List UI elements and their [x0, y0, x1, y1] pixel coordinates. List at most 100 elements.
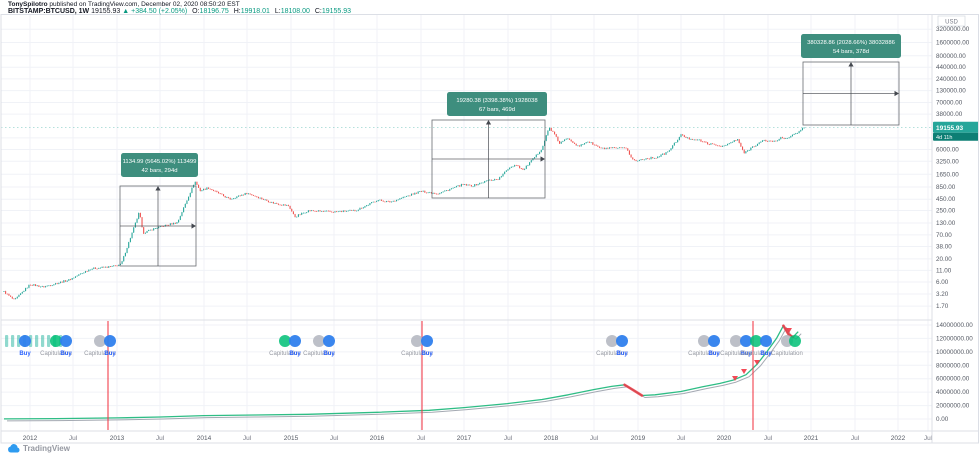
candle-body	[590, 142, 592, 144]
candle-body	[705, 141, 707, 143]
range-label-line1: 19280.38 (3398.38%) 1928038	[456, 98, 538, 104]
candle-body	[262, 199, 265, 200]
candle-body	[545, 135, 547, 141]
candle-body	[356, 210, 358, 212]
month-tick-label: Jul	[69, 435, 78, 442]
candle-body	[381, 199, 383, 201]
candle-body	[527, 165, 529, 166]
candle-body	[489, 179, 491, 181]
price-range-drawing[interactable]: 1134.99 (5645.02%) 113499 42 bars, 294d	[119, 153, 198, 267]
candle-body	[743, 149, 745, 154]
candle-body	[156, 228, 158, 229]
candle-body	[141, 217, 143, 228]
candle-body	[740, 143, 742, 147]
candle-body	[386, 201, 388, 202]
candle-body	[495, 179, 497, 180]
tradingview-logo[interactable]: TradingView	[7, 444, 70, 453]
candle-body	[16, 296, 18, 299]
price-axis[interactable]: USD 1600000.00 800000.00 440000.00 240000.00…	[933, 15, 979, 423]
price-range-drawing[interactable]: 19280.38 (3398.38%) 1928038 67 bars, 469d	[431, 92, 547, 199]
close-value: 19155.93	[321, 8, 352, 15]
candle-body	[74, 276, 77, 278]
candle-body	[188, 196, 190, 201]
candle-body	[33, 284, 35, 286]
candle-body	[605, 148, 607, 149]
candle-body	[66, 280, 68, 282]
candle-body	[294, 214, 296, 218]
candle-body	[326, 210, 328, 212]
candle-body	[171, 223, 173, 225]
candle-body	[803, 127, 805, 129]
capitulation-signal-dot	[730, 335, 742, 347]
candle-body	[771, 140, 774, 142]
candle-body	[59, 281, 62, 283]
candle-body	[662, 153, 664, 155]
candle-body	[304, 212, 306, 214]
year-tick-label: 2015	[284, 435, 299, 442]
candle-body	[361, 207, 363, 209]
candle-body	[61, 281, 63, 283]
candle-body	[203, 188, 205, 191]
year-tick-label: 2017	[457, 435, 472, 442]
candle-body	[796, 133, 798, 134]
candle-body	[593, 144, 596, 146]
candle-body	[756, 143, 759, 146]
range-label[interactable]	[447, 92, 547, 116]
candle-body	[768, 140, 770, 142]
hatch-band-stripe	[47, 335, 51, 347]
candle-body	[194, 181, 196, 185]
year-tick-label: 2014	[197, 435, 212, 442]
candle-body	[632, 157, 634, 160]
candle-body	[733, 140, 735, 142]
candle-body	[620, 147, 622, 149]
candle-body	[613, 147, 616, 149]
candle-body	[219, 193, 221, 195]
candle-body	[216, 190, 218, 192]
candle-body	[312, 210, 314, 212]
up-arrowhead-icon	[155, 186, 161, 191]
hatch-band-stripe	[5, 335, 9, 347]
year-tick-label: 2012	[23, 435, 38, 442]
candle-body	[3, 291, 5, 292]
price-tick-label: 38.00	[936, 244, 952, 251]
candle-body	[482, 182, 484, 184]
candle-body	[692, 139, 694, 140]
candle-body	[732, 141, 734, 143]
candle-body	[25, 288, 27, 292]
price-range-drawing[interactable]: 380328.86 (2028.66%) 38032886 54 bars, 37…	[801, 34, 901, 126]
range-label[interactable]	[121, 153, 198, 177]
year-tick-label: 2019	[631, 435, 646, 442]
candle-body	[314, 210, 316, 212]
month-tick-label: Jul	[924, 435, 933, 442]
year-tick-label: 2013	[110, 435, 125, 442]
year-tick-label: 2021	[804, 435, 819, 442]
candle-body	[465, 184, 467, 186]
candle-body	[432, 193, 434, 194]
candle-body	[329, 210, 331, 212]
candle-body	[341, 211, 343, 212]
candle-body	[610, 147, 612, 149]
year-tick-label: 2020	[717, 435, 732, 442]
candle-body	[761, 140, 764, 142]
candle-body	[352, 210, 354, 211]
candle-body	[663, 153, 665, 155]
candle-body	[615, 147, 617, 149]
candle-body	[259, 197, 261, 199]
time-axis[interactable]: 2012 2013 2014 2015 2016 2017 2018 2019 2020 2021…	[23, 435, 933, 442]
candle-body	[477, 184, 479, 186]
candle-body	[583, 143, 586, 145]
candle-body	[101, 266, 103, 268]
candle-body	[469, 184, 471, 186]
range-label[interactable]	[801, 34, 901, 58]
candle-body	[698, 139, 700, 141]
candle-body	[267, 200, 270, 203]
candle-body	[286, 205, 288, 206]
candle-body	[339, 211, 341, 212]
candle-body	[520, 168, 522, 169]
price-tick-label: 20.00	[936, 256, 952, 263]
candle-body	[251, 194, 253, 196]
hatch-band-stripe	[35, 335, 39, 347]
tradingview-logo-text: TradingView	[23, 444, 70, 453]
candle-body	[114, 265, 116, 267]
